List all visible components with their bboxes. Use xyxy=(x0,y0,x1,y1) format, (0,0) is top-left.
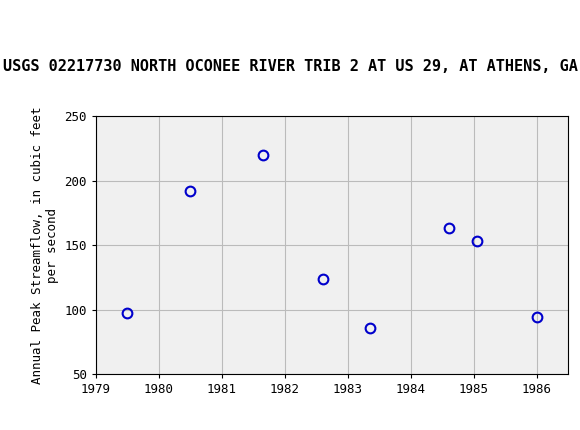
Text: USGS 02217730 NORTH OCONEE RIVER TRIB 2 AT US 29, AT ATHENS, GA: USGS 02217730 NORTH OCONEE RIVER TRIB 2 … xyxy=(2,59,578,74)
Text: USGS: USGS xyxy=(58,10,122,31)
Y-axis label: Annual Peak Streamflow, in cubic feet
per second: Annual Peak Streamflow, in cubic feet pe… xyxy=(31,106,59,384)
